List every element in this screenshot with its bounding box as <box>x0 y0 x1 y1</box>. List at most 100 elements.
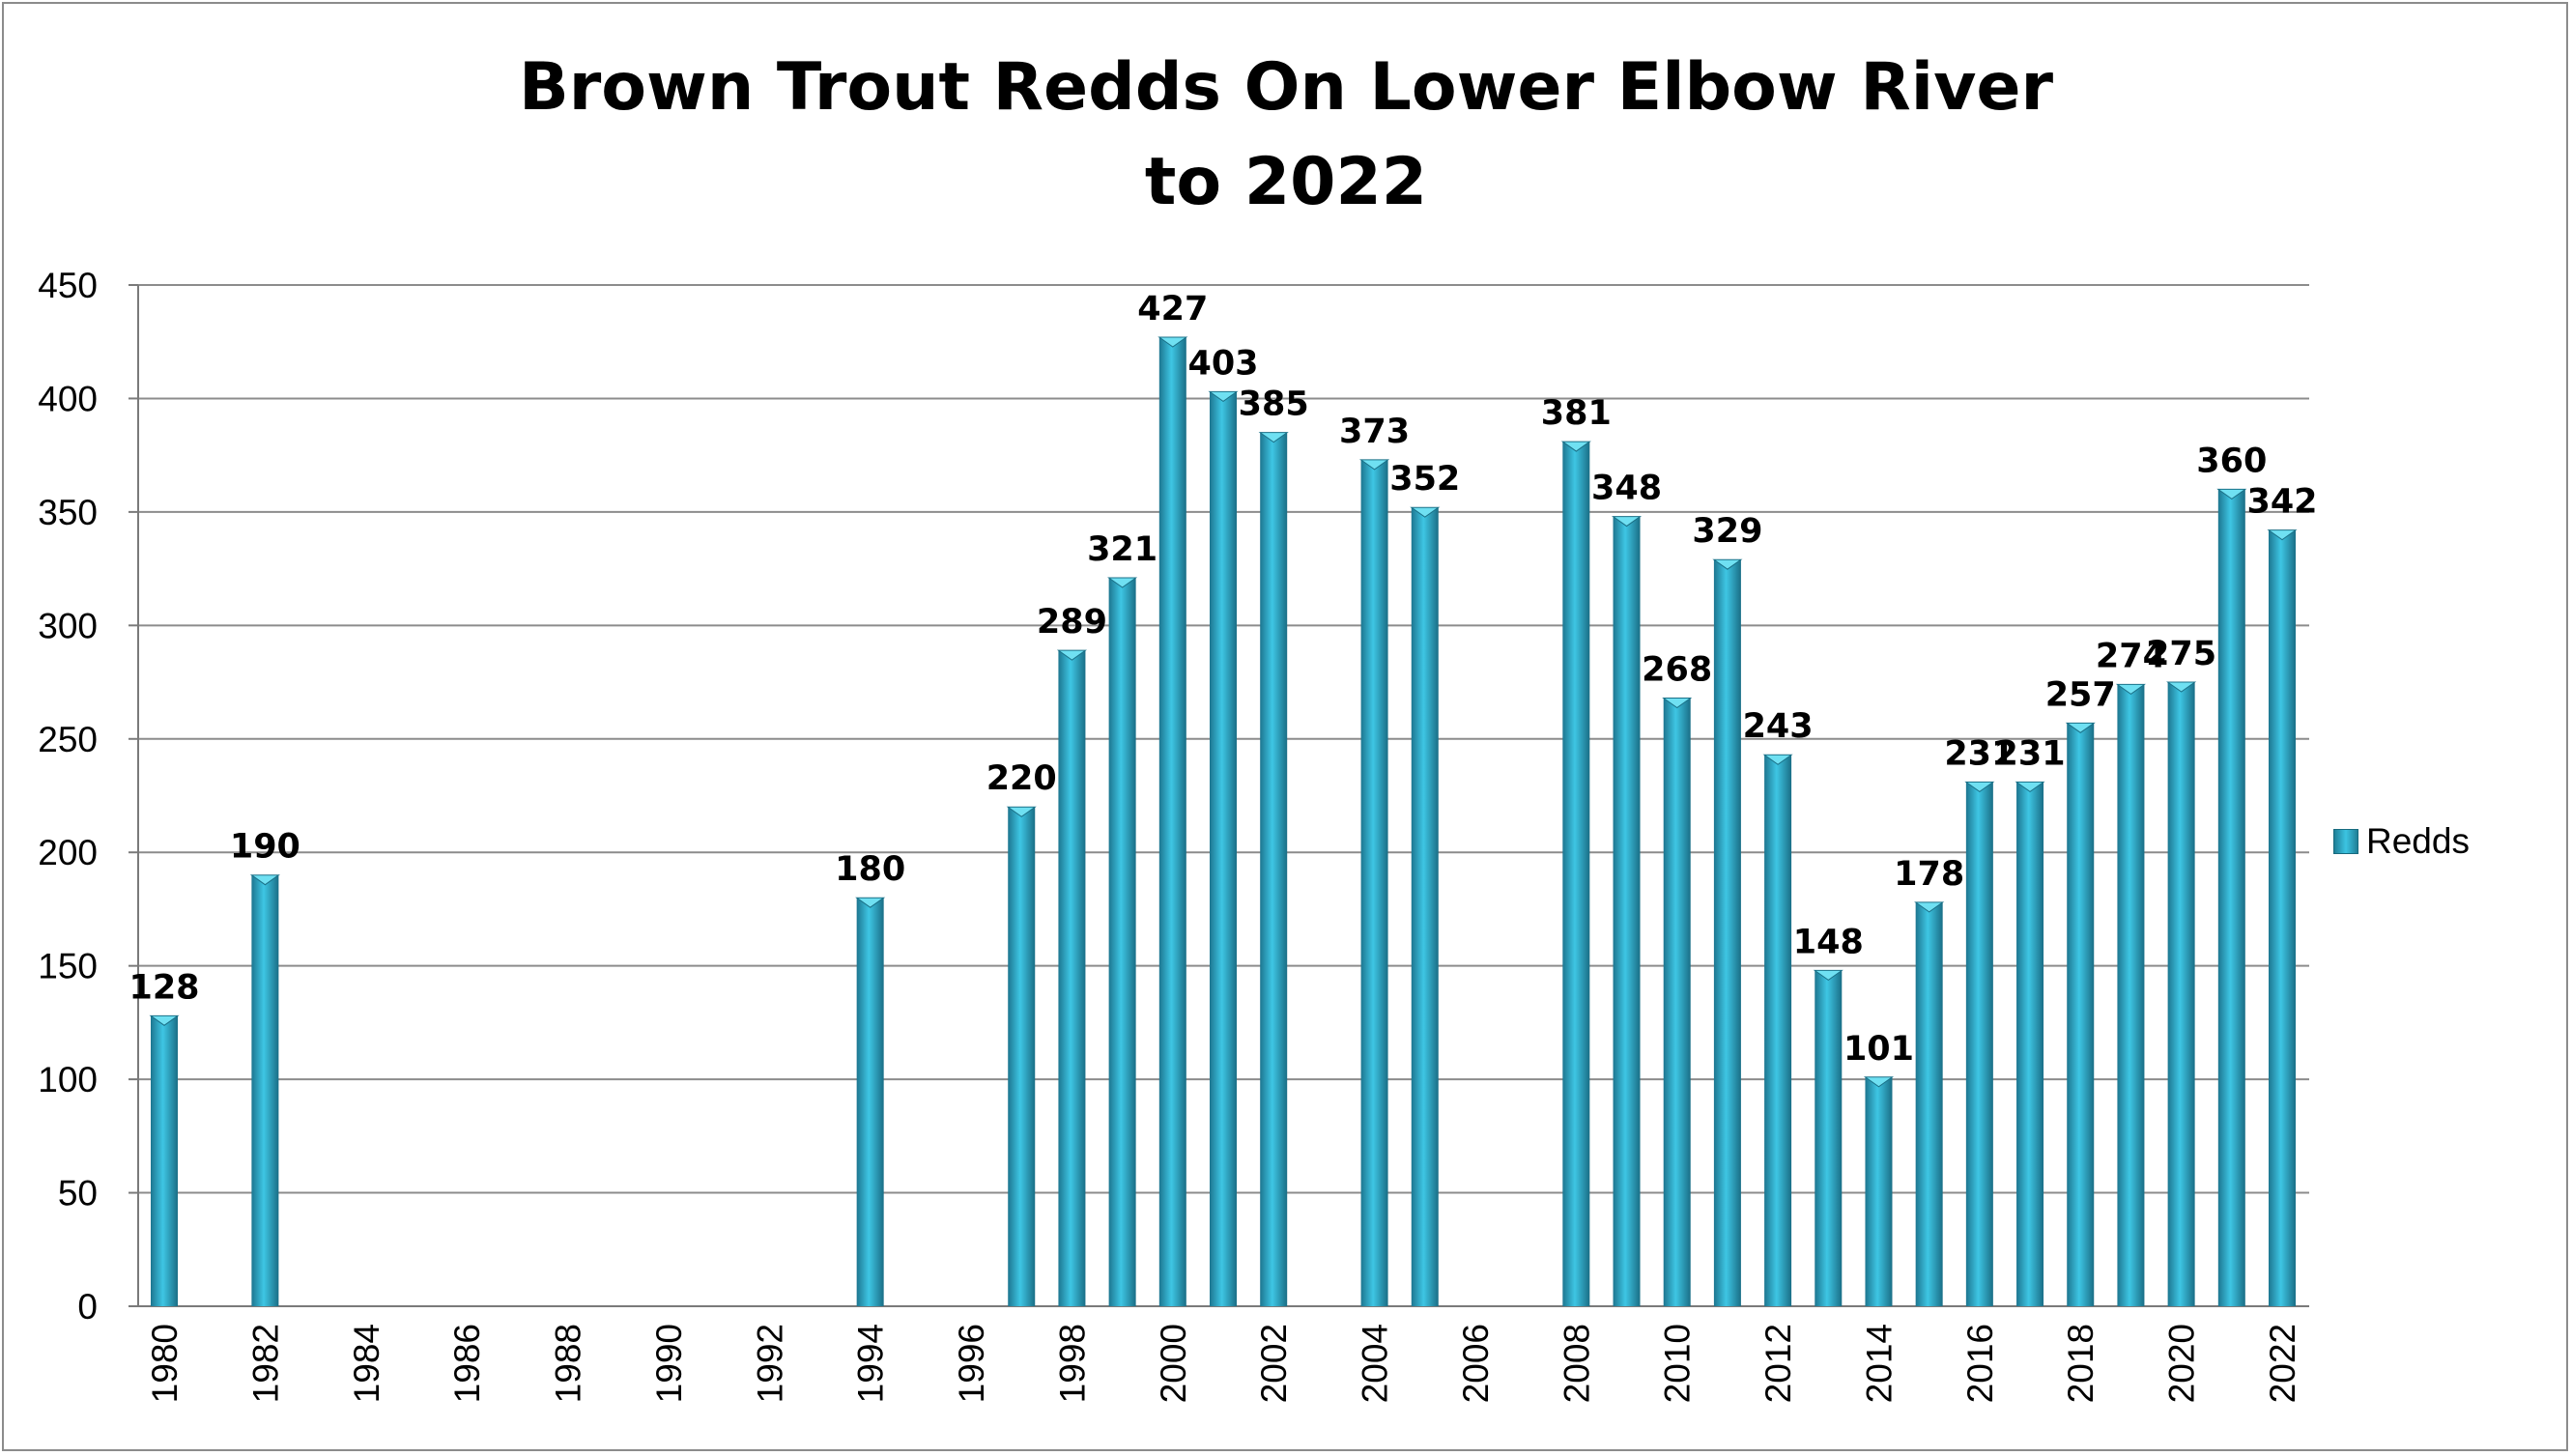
legend: Redds <box>2333 821 2470 862</box>
data-label-2004: 373 <box>1339 413 1410 451</box>
bar-2005 <box>1411 507 1439 1306</box>
chart-title: Brown Trout Redds On Lower Elbow River t… <box>0 41 2572 230</box>
bar-2019 <box>2117 684 2145 1306</box>
bar-cap-2018 <box>2065 722 2096 733</box>
y-tick-label-50: 50 <box>58 1174 98 1213</box>
data-label-2016: 231 <box>1944 734 2015 773</box>
data-label-2005: 352 <box>1389 460 1460 499</box>
bar-2022 <box>2269 529 2296 1306</box>
data-label-2020: 275 <box>2146 635 2216 673</box>
data-label-2018: 257 <box>2045 675 2116 714</box>
bar-cap-2017 <box>2015 781 2045 793</box>
data-label-2013: 148 <box>1793 923 1864 961</box>
y-tick-label-300: 300 <box>38 606 98 645</box>
bar-2020 <box>2167 682 2195 1306</box>
x-tick-label-2002: 2002 <box>1254 1324 1294 1403</box>
x-tick-label-1988: 1988 <box>549 1324 588 1403</box>
x-tick-label-2012: 2012 <box>1758 1324 1798 1403</box>
x-tick-label-2000: 2000 <box>1154 1324 1193 1403</box>
data-label-1997: 220 <box>986 759 1057 798</box>
y-tick-label-250: 250 <box>38 720 98 759</box>
data-label-2022: 342 <box>2246 483 2317 522</box>
bar-2021 <box>2217 489 2245 1306</box>
y-tick-label-0: 0 <box>77 1287 98 1327</box>
x-tick-label-1986: 1986 <box>447 1324 487 1403</box>
x-tick-label-2014: 2014 <box>1859 1324 1899 1403</box>
bar-cap-1997 <box>1006 806 1037 817</box>
y-tick-label-150: 150 <box>38 947 98 986</box>
data-label-2002: 385 <box>1239 385 1309 424</box>
bars <box>149 336 2298 1307</box>
bar-cap-1982 <box>249 874 280 886</box>
bar-2018 <box>2067 723 2095 1306</box>
x-tick-label-2022: 2022 <box>2263 1324 2302 1403</box>
bar-2004 <box>1360 459 1388 1306</box>
x-tick-label-1998: 1998 <box>1052 1324 1092 1403</box>
y-tick-label-100: 100 <box>38 1060 98 1099</box>
x-tick-label-1996: 1996 <box>952 1324 991 1403</box>
data-label-2000: 427 <box>1137 290 1208 328</box>
data-label-1999: 321 <box>1087 530 1157 569</box>
x-tick-label-2018: 2018 <box>2061 1324 2100 1403</box>
bar-cap-2022 <box>2267 529 2298 541</box>
data-label-2001: 403 <box>1187 344 1258 383</box>
x-tick-label-2020: 2020 <box>2162 1324 2202 1403</box>
data-label-2021: 360 <box>2196 442 2267 480</box>
data-label-2010: 268 <box>1642 650 1712 689</box>
bar-2010 <box>1663 698 1691 1306</box>
bar-cap-1999 <box>1107 577 1138 588</box>
bar-cap-2011 <box>1712 558 1743 570</box>
bar-cap-2016 <box>1964 781 1995 793</box>
data-label-1980: 128 <box>129 968 199 1007</box>
bar-2002 <box>1260 432 1288 1307</box>
x-tick-label-1992: 1992 <box>750 1324 789 1403</box>
bar-1980 <box>151 1015 178 1306</box>
bar-2014 <box>1865 1076 1893 1306</box>
bar-cap-1998 <box>1056 649 1087 661</box>
data-label-2012: 243 <box>1743 707 1814 746</box>
bar-cap-2019 <box>2115 683 2146 696</box>
data-label-2015: 178 <box>1894 855 1964 894</box>
x-tick-label-2016: 2016 <box>1960 1324 2000 1403</box>
data-label-2009: 348 <box>1591 470 1662 508</box>
bar-1997 <box>1008 807 1036 1306</box>
y-tick-label-450: 450 <box>38 266 98 305</box>
data-label-2008: 381 <box>1541 394 1612 433</box>
bar-cap-2014 <box>1863 1076 1895 1088</box>
bar-1999 <box>1108 578 1136 1306</box>
x-tick-label-2006: 2006 <box>1456 1324 1496 1403</box>
bar-cap-2010 <box>1662 697 1693 709</box>
bar-2011 <box>1713 559 1741 1306</box>
x-tick-label-1984: 1984 <box>347 1324 386 1403</box>
bar-cap-2001 <box>1208 390 1239 403</box>
bar-2008 <box>1562 442 1590 1306</box>
x-tick-label-1994: 1994 <box>851 1324 891 1403</box>
bar-1994 <box>856 898 884 1306</box>
bar-cap-2004 <box>1359 459 1390 471</box>
data-label-1998: 289 <box>1037 603 1107 642</box>
bar-cap-2013 <box>1813 969 1843 981</box>
axes: 0 50 100 150 200 250 300 350 400 450 1980 1982 1984 1… <box>38 266 2309 1403</box>
bar-2013 <box>1815 970 1843 1306</box>
bar-2009 <box>1613 516 1641 1306</box>
x-tick-label-1980: 1980 <box>145 1324 185 1403</box>
bar-cap-2000 <box>1157 336 1188 348</box>
bar-cap-2015 <box>1914 901 1945 913</box>
bar-2015 <box>1915 901 1943 1306</box>
x-tick-label-1982: 1982 <box>245 1324 285 1403</box>
data-label-2011: 329 <box>1692 512 1762 551</box>
y-tick-label-350: 350 <box>38 493 98 532</box>
data-label-2014: 101 <box>1843 1030 1914 1069</box>
data-label-2019: 274 <box>2096 637 2166 675</box>
bar-2001 <box>1210 391 1237 1306</box>
bar-cap-2002 <box>1258 432 1289 443</box>
data-label-1982: 190 <box>230 828 300 867</box>
y-tick-label-400: 400 <box>38 379 98 418</box>
x-tick-label-2004: 2004 <box>1356 1324 1395 1403</box>
bar-cap-2008 <box>1560 441 1591 452</box>
x-tick-label-2008: 2008 <box>1557 1324 1596 1403</box>
bar-cap-2005 <box>1410 506 1441 518</box>
data-label-2017: 231 <box>1995 734 2066 773</box>
